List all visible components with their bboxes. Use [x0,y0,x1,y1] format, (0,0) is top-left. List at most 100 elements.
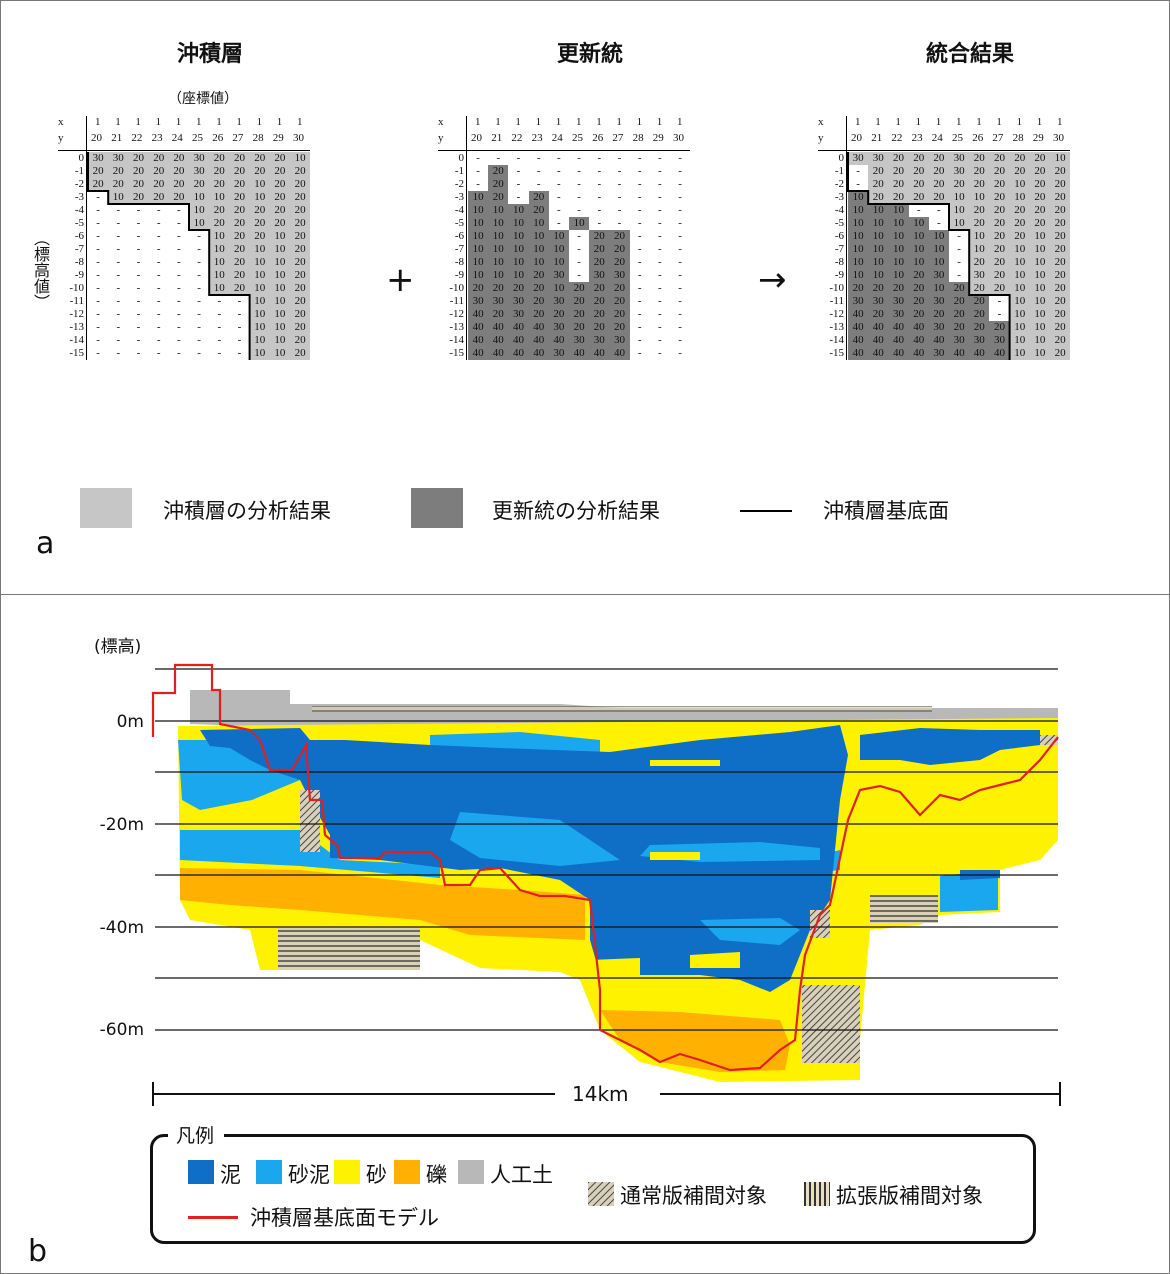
grid-axis-line [86,116,87,360]
grid-cell: 10 [468,256,489,269]
grid-cell: - [156,256,161,268]
legend-swatch-alluvium [80,488,132,528]
grid-cell: - [177,217,181,229]
grid-cell: 10 [1009,295,1030,308]
grid-y-tick: 30 [293,132,304,144]
hatch-normal-interpolation [300,790,320,852]
grid-cell: - [116,256,121,268]
grid-cell: 10 [1050,152,1071,165]
grid-cell: 10 [488,204,509,217]
grid-y-tick: 21 [491,132,503,144]
grid-cell: 20 [569,295,590,308]
grid-cell: 10 [508,256,529,269]
grid-cell: 40 [528,347,549,360]
grid-cell: - [658,308,662,320]
grid-cell: 20 [290,269,311,282]
grid-cell: 10 [508,217,529,230]
grid-row-label: -3 [454,191,464,203]
grid-header-line [818,150,1071,151]
grid-row-label: -15 [69,347,84,359]
grid-title-merged: 統合結果 [925,42,1014,67]
grid-cell: 40 [569,347,590,360]
grid-cell: - [597,178,602,190]
layer-sand [590,958,640,975]
grid-header-line [438,150,691,151]
grid-cell: 20 [290,204,311,217]
grid-cell: 20 [290,230,311,243]
grid-cell: 30 [928,321,949,334]
grid-cell: 20 [290,334,311,347]
grid-cell: 20 [989,204,1010,217]
grid-cell: 20 [888,165,909,178]
grid-cell: - [177,334,181,346]
grid-cell: - [177,295,181,307]
grid-cell: 20 [209,217,230,230]
grid-cell: 20 [290,191,311,204]
grid-cell: 20 [1050,191,1071,204]
grid-cell: 20 [269,204,290,217]
grid-cell: - [136,282,141,294]
grid-row-label: -11 [829,295,844,307]
grid-cell: 10 [848,269,869,282]
legend-line-base-model [188,1216,238,1219]
legend-title: 凡例 [168,1121,225,1148]
grid-cell: - [116,334,121,346]
grid-cell: 30 [848,152,869,165]
grid-cell: - [678,178,682,190]
grid-row-label: -1 [74,165,84,177]
panel-divider [0,594,1170,595]
grid-cell: 20 [269,165,290,178]
grid-cell: - [516,191,521,203]
grid-cell: 10 [249,178,270,191]
grid-cell: - [678,191,682,203]
hatch-normal-interpolation [1040,735,1058,745]
grid-cell: 30 [609,269,630,282]
grid-cell: - [557,178,561,190]
grid-y-tick: 21 [111,132,123,144]
grid-cell: 10 [269,321,290,334]
grid-y-tick: 22 [511,132,523,144]
grid-cell: - [997,295,1002,307]
grid-cell: - [678,282,682,294]
layer-sand [690,952,740,968]
grid-cell: 10 [928,243,949,256]
grid-cell: - [96,243,100,255]
grid-cell: 10 [249,282,270,295]
grid-cell: 20 [908,269,929,282]
grid-cell: - [637,243,642,255]
grid-cell: - [557,165,561,177]
legend-swatch-artificial-soil [458,1160,484,1184]
grid-cell: - [116,217,121,229]
grid-cell: 30 [848,295,869,308]
grid-cell: 20 [269,217,290,230]
grid-cell: 10 [888,243,909,256]
grid-cell: - [136,243,141,255]
grid-cell: 10 [269,282,290,295]
grid-cell: 20 [528,191,549,204]
grid-cell: - [96,321,100,333]
grid-cell: 30 [949,165,970,178]
legend-label-artificial-soil: 人工土 [490,1163,553,1187]
grid-x-label: x [818,116,824,128]
grid-cell: 10 [548,282,569,295]
grid-y-tick: 23 [911,132,923,144]
grid-cell: 10 [848,243,869,256]
grid-cell: 20 [949,321,970,334]
grid-cell: 20 [928,191,949,204]
grid-cell: - [597,152,602,164]
grid-cell: - [156,269,161,281]
grid-y-tick: 23 [531,132,543,144]
grid-cell: 20 [888,152,909,165]
legend-label-mud: 泥 [220,1163,241,1187]
grid-row-label: 0 [458,152,465,164]
grid-cell: - [177,204,181,216]
hatch-extended-interpolation [312,706,932,712]
grid-cell: - [136,217,141,229]
grid-cell: 10 [1009,308,1030,321]
grid-header-line [58,150,311,151]
grid-cell: - [476,152,480,164]
grid-cell: 10 [249,308,270,321]
grid-x-tick: 1 [616,116,622,128]
grid-alluvium: x y 1 1 1 1 1 1 1 1 1 1 1 20 21 22 23 24 25 26 27 28 29 30 0 -1 -2… [58,112,314,364]
grid-cell: 30 [888,308,909,321]
